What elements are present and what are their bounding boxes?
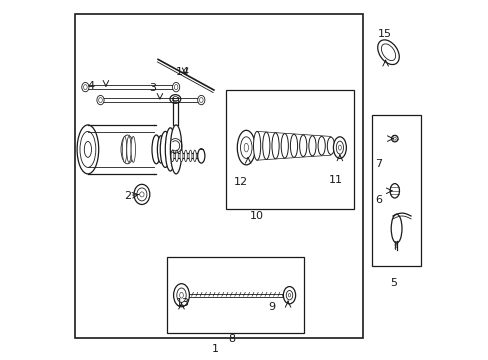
Ellipse shape [170,125,182,174]
Ellipse shape [175,150,178,162]
Ellipse shape [165,128,175,171]
Ellipse shape [391,135,397,142]
Ellipse shape [152,135,160,164]
Ellipse shape [317,136,325,155]
Ellipse shape [326,137,334,154]
Text: 3: 3 [149,83,156,93]
Bar [371,115,420,266]
Ellipse shape [333,137,346,158]
Ellipse shape [253,131,260,160]
Text: 14: 14 [176,67,190,77]
Ellipse shape [299,135,306,157]
Ellipse shape [290,134,297,157]
Bar [226,90,354,209]
Ellipse shape [193,150,196,162]
Ellipse shape [180,150,183,162]
Text: 15: 15 [377,29,391,39]
Bar [167,257,303,333]
Text: 5: 5 [389,278,397,288]
Ellipse shape [271,133,279,159]
Ellipse shape [122,136,126,162]
Ellipse shape [81,82,89,92]
Ellipse shape [140,192,144,197]
Text: 8: 8 [228,334,235,344]
Text: 10: 10 [249,211,264,221]
Ellipse shape [197,95,204,105]
Ellipse shape [237,130,255,165]
Ellipse shape [281,134,288,158]
Text: 1: 1 [212,344,219,354]
Ellipse shape [131,136,135,162]
Ellipse shape [171,150,174,162]
Ellipse shape [189,150,192,162]
Ellipse shape [160,131,170,167]
Text: 12: 12 [233,177,247,187]
Ellipse shape [377,40,398,64]
Ellipse shape [126,136,131,162]
Text: 4: 4 [88,81,95,91]
Ellipse shape [157,136,164,163]
Ellipse shape [172,82,179,92]
Ellipse shape [134,184,149,204]
Text: 13: 13 [176,298,190,308]
Ellipse shape [97,95,104,105]
Text: 2: 2 [123,191,131,201]
Ellipse shape [197,149,204,163]
Ellipse shape [308,136,315,156]
Ellipse shape [121,135,134,164]
Ellipse shape [173,284,189,307]
Ellipse shape [262,132,269,159]
Ellipse shape [390,214,401,243]
Text: 11: 11 [328,175,343,185]
Text: 7: 7 [374,159,381,169]
Bar [75,14,363,338]
Text: 9: 9 [267,302,274,312]
Text: 6: 6 [374,195,381,205]
Ellipse shape [283,287,295,304]
Ellipse shape [77,125,99,174]
Ellipse shape [184,150,187,162]
Ellipse shape [170,95,181,103]
Ellipse shape [389,184,399,198]
